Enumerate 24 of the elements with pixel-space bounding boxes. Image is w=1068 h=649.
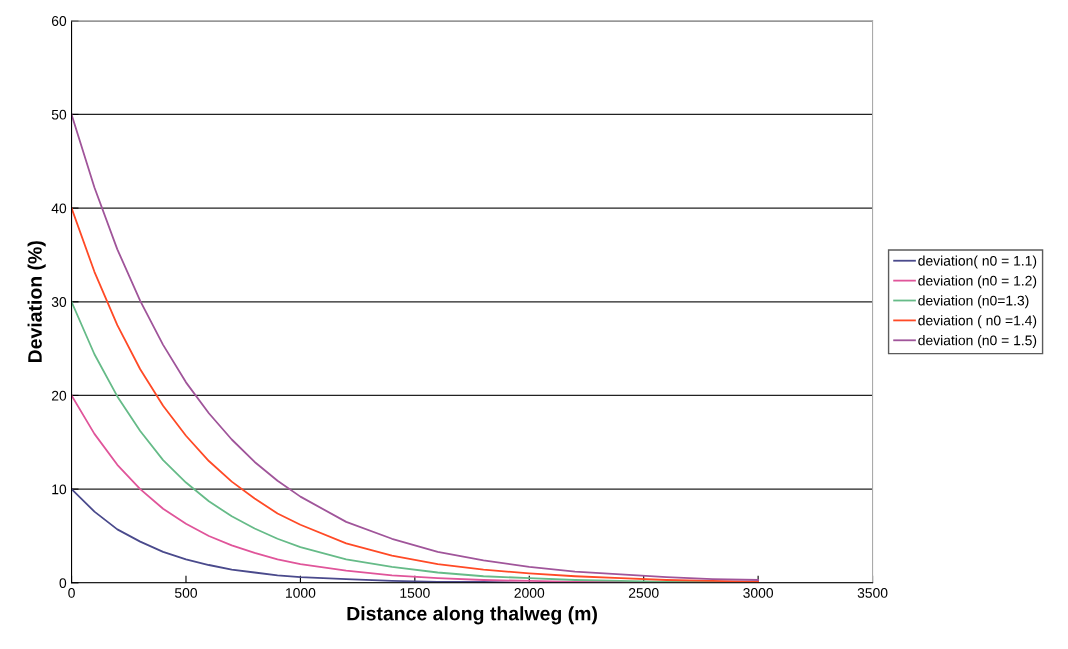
x-tick-label: 3000 [743, 588, 774, 598]
x-tick-label: 2000 [514, 588, 545, 598]
legend-label: deviation( n0 = 1.1) [918, 255, 1037, 269]
legend-label: deviation ( n0 =1.4) [918, 315, 1037, 329]
legend-label: deviation (n0 = 1.2) [918, 275, 1037, 289]
y-tick-label: 50 [51, 109, 67, 120]
x-tick-label: 2500 [628, 588, 659, 598]
line-series [71, 113, 760, 581]
y-tick-label: 40 [51, 203, 67, 214]
x-tick-label: 1000 [286, 588, 316, 598]
x-axis-title: Distance along thalweg (m) [347, 606, 597, 625]
x-tick-label: 500 [174, 588, 198, 598]
y-axis-title: Deviation (%) [27, 241, 46, 363]
x-tick-label: 3500 [857, 588, 888, 598]
y-tick-label: 60 [51, 16, 67, 26]
line-series [71, 207, 760, 583]
y-tick-label: 20 [51, 390, 67, 401]
legend-label: deviation (n0=1.3) [918, 295, 1029, 309]
x-tick-label: 1500 [400, 588, 430, 598]
y-tick-label: 0 [59, 578, 67, 588]
y-tick-label: 10 [52, 484, 67, 495]
legend-label: deviation (n0 = 1.5) [918, 335, 1037, 349]
x-tick-label: 0 [68, 588, 75, 598]
y-tick-label: 30 [51, 297, 67, 307]
